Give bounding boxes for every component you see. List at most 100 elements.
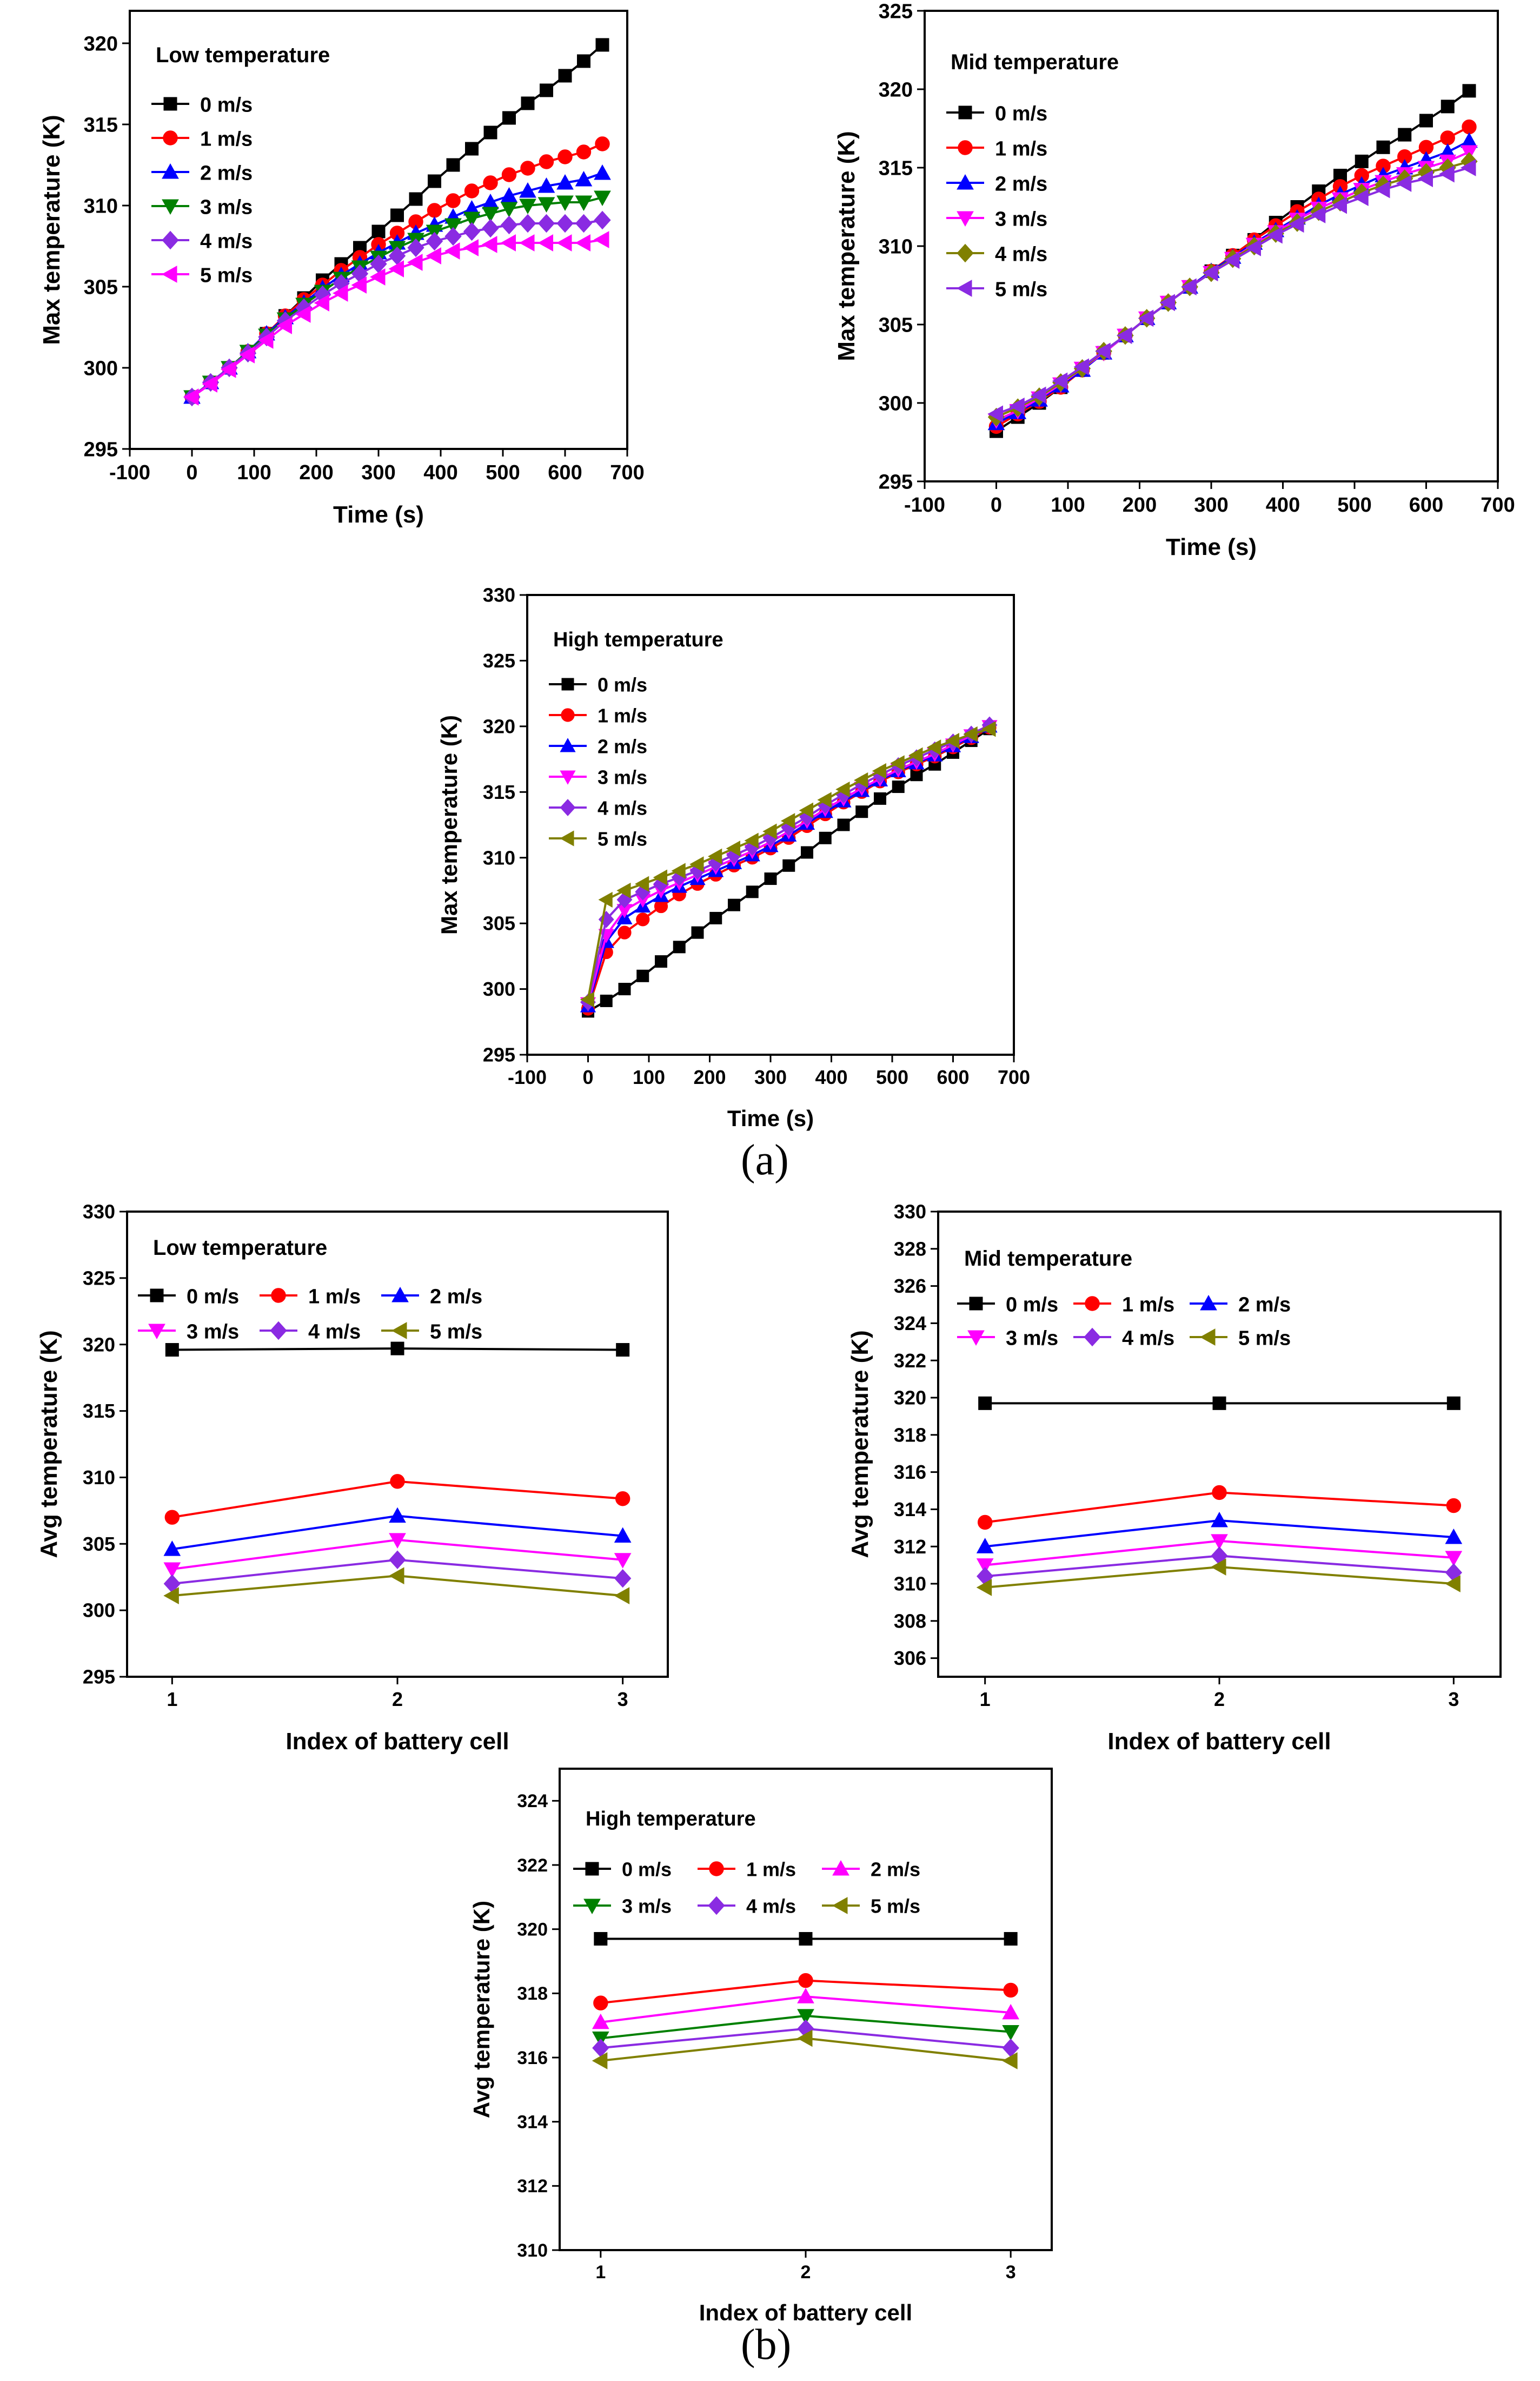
legend-item: 2 m/s (549, 736, 647, 758)
data-point (389, 1533, 406, 1549)
chart-high-temperature-avg: 1 2 3 310 312 314 316 318 320 322 324 Index of batt… (469, 1768, 1053, 2325)
legend-label: 1 m/s (995, 137, 1047, 160)
legend-item: 4 m/s (549, 797, 647, 819)
series-5-m-s (183, 231, 609, 406)
y-tick-label: 310 (84, 195, 118, 217)
data-point (797, 2009, 814, 2025)
legend-label: 2 m/s (995, 173, 1047, 195)
data-point (1116, 327, 1132, 345)
legend-marker (1199, 1328, 1216, 1346)
data-point (1445, 1528, 1463, 1544)
data-point (600, 994, 613, 1007)
x-tick-label: 600 (1409, 494, 1443, 517)
data-point (1030, 386, 1046, 404)
legend: 0 m/s 1 m/s 2 m/s 3 m/s 4 m/s 5 m/s (573, 1858, 920, 1917)
legend-marker (162, 199, 179, 215)
legend-marker (271, 1288, 286, 1303)
legend-marker (957, 243, 974, 263)
legend-marker (560, 738, 576, 752)
data-point (598, 891, 613, 908)
y-tick-label: 320 (84, 32, 118, 55)
data-point (1202, 264, 1218, 282)
x-tick-label: 100 (633, 1066, 665, 1088)
caption-a: (a) (741, 1136, 789, 1184)
data-point (1138, 309, 1154, 327)
x-tick-label: 1 (980, 1688, 991, 1710)
data-point (519, 214, 536, 233)
data-point (926, 739, 941, 756)
data-point (1310, 206, 1326, 223)
y-tick-label: 314 (894, 1498, 926, 1520)
legend-item: 3 m/s (946, 208, 1047, 230)
legend-label: 1 m/s (598, 705, 647, 727)
y-tick-label: 310 (894, 1573, 926, 1595)
legend-item: 3 m/s (573, 1895, 672, 1917)
series-5-m-s (987, 159, 1476, 423)
x-tick-label: 700 (1481, 494, 1515, 517)
x-tick-label: 400 (423, 461, 457, 484)
y-tick-label: 300 (83, 1599, 115, 1622)
data-point (481, 236, 497, 253)
data-point (614, 1587, 630, 1604)
data-point (817, 792, 832, 808)
data-point (593, 1995, 608, 2010)
data-point (575, 170, 593, 187)
legend: 0 m/s 1 m/s 2 m/s 3 m/s 4 m/s 5 m/s (957, 1293, 1291, 1350)
legend-marker (832, 1860, 849, 1876)
x-tick-label: 0 (582, 1066, 593, 1088)
legend: 0 m/s 1 m/s 2 m/s 3 m/s 4 m/s 5 m/s (946, 102, 1047, 301)
chart-mid-temperature-avg: 1 2 3 306 308 310 312 314 316 318 320 322 324 326 328 3… (847, 1201, 1502, 1755)
data-point (482, 193, 499, 209)
y-axis-label: Max temperature (K) (38, 115, 65, 345)
data-point (1267, 226, 1283, 244)
y-tick-label: 326 (894, 1275, 926, 1297)
legend-marker (957, 174, 974, 190)
x-tick-label: 2 (801, 2262, 811, 2283)
data-point (728, 898, 740, 911)
legend-item: 1 m/s (151, 128, 253, 150)
data-point (483, 175, 498, 190)
legend-item: 0 m/s (573, 1858, 672, 1881)
y-tick-label: 300 (483, 978, 515, 1000)
data-point (1288, 215, 1304, 233)
y-tick-label: 325 (483, 650, 515, 672)
data-point (556, 234, 572, 252)
data-point (407, 238, 424, 257)
y-tick-label: 310 (879, 235, 913, 258)
data-point (614, 1569, 632, 1588)
data-point (764, 872, 777, 885)
legend-marker (708, 1896, 725, 1915)
data-point (797, 1988, 814, 2003)
legend-item: 5 m/s (1190, 1327, 1291, 1350)
data-point (390, 208, 404, 222)
x-tick-label: 700 (610, 461, 644, 484)
legend-label: 1 m/s (1122, 1293, 1174, 1316)
x-tick-label: 100 (237, 461, 271, 484)
data-point (618, 983, 631, 996)
data-point (519, 234, 535, 252)
data-point (615, 1491, 630, 1506)
legend-label: 3 m/s (622, 1895, 672, 1917)
y-tick-label: 324 (894, 1312, 926, 1334)
legend-item: 0 m/s (946, 102, 1047, 125)
data-point (594, 210, 611, 230)
x-tick-label: 400 (815, 1066, 847, 1088)
chart-low-temperature-max: -100 0 100 200 300 400 500 600 700 295 300 305 310 31… (38, 10, 645, 528)
data-point (1398, 128, 1412, 142)
y-tick-label: 320 (879, 78, 913, 101)
data-point (163, 1562, 181, 1578)
legend-marker (585, 1862, 599, 1876)
x-tick-label: 1 (595, 2262, 606, 2283)
data-point (945, 732, 959, 749)
data-point (183, 388, 199, 406)
data-point (463, 222, 481, 241)
y-tick-label: 308 (894, 1610, 926, 1632)
data-point (976, 1558, 994, 1574)
chart-title: Low temperature (156, 43, 330, 67)
y-tick-label: 300 (84, 357, 118, 380)
legend-item: 5 m/s (549, 828, 647, 850)
y-tick-label: 320 (894, 1387, 926, 1409)
y-tick-label: 305 (84, 276, 118, 299)
data-point (427, 203, 442, 218)
data-point (1004, 1932, 1018, 1946)
